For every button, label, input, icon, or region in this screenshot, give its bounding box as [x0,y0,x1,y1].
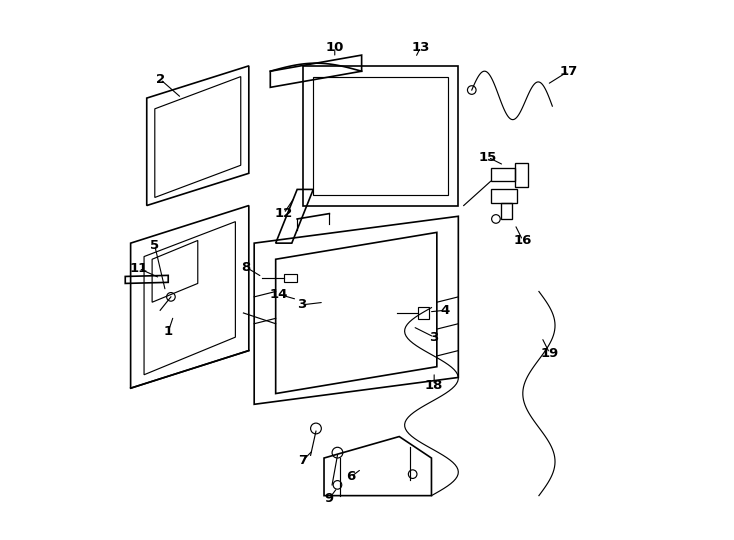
Text: 4: 4 [440,304,449,317]
Text: 13: 13 [412,40,430,53]
Text: 18: 18 [425,379,443,392]
Text: 19: 19 [540,347,559,360]
Text: 1: 1 [164,325,172,338]
Text: 16: 16 [514,234,532,247]
Text: 12: 12 [275,207,293,220]
Text: 5: 5 [150,239,159,252]
Text: 15: 15 [479,151,497,164]
Text: 3: 3 [429,330,439,343]
Text: 11: 11 [130,262,148,275]
Text: 10: 10 [326,40,344,53]
Text: 8: 8 [241,261,251,274]
Text: 2: 2 [156,73,164,86]
Text: 14: 14 [269,288,288,301]
Text: 3: 3 [297,299,306,312]
Text: 7: 7 [298,454,307,467]
Text: 17: 17 [559,65,578,78]
Text: 9: 9 [325,492,334,505]
Text: 6: 6 [346,470,355,483]
